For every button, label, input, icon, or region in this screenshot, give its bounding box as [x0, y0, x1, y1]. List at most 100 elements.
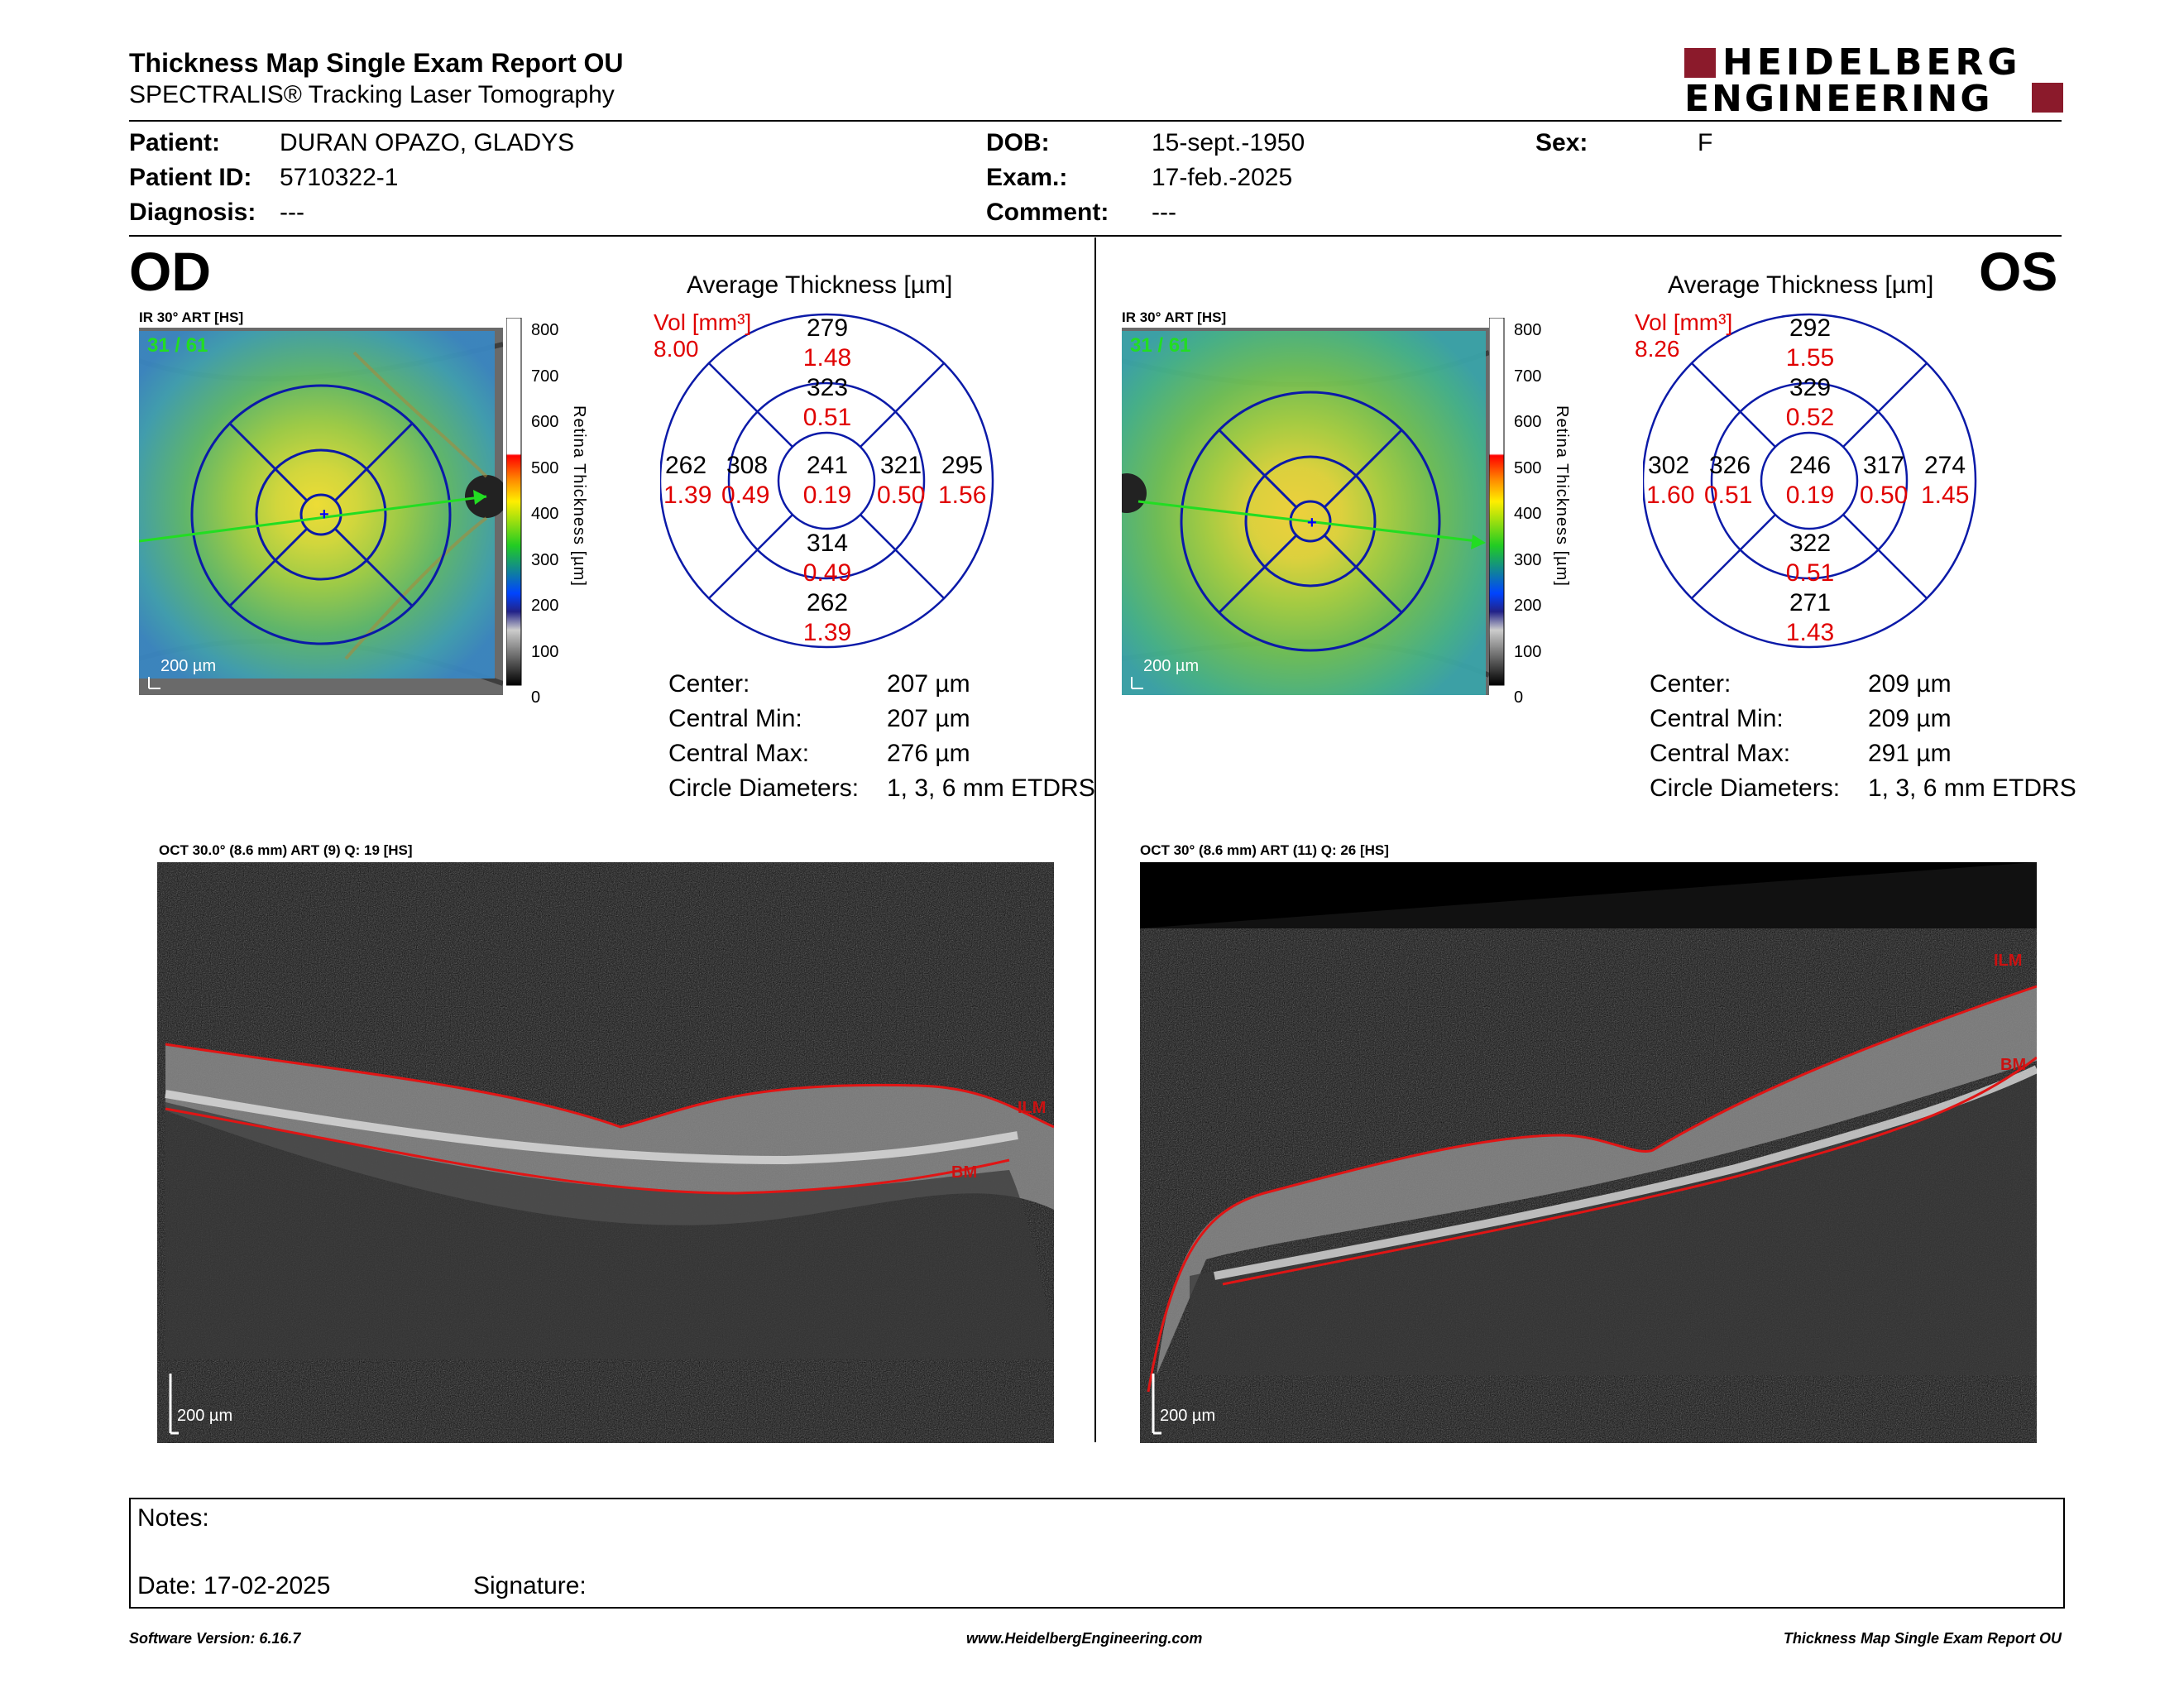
sex-label: Sex:: [1535, 129, 1588, 156]
footer-website[interactable]: www.HeidelbergEngineering.com: [966, 1630, 1203, 1647]
patient-id-label: Patient ID:: [129, 164, 252, 191]
od-outer-tmp-thk: 295: [941, 452, 984, 479]
od-outer-inf-vol: 1.39: [802, 619, 852, 646]
info-divider: [129, 235, 2062, 237]
od-bm-label: BM: [951, 1163, 978, 1182]
report-subtitle: SPECTRALIS® Tracking Laser Tomography: [129, 81, 615, 108]
eye-label-od: OD: [129, 241, 211, 302]
od-vol-total: 8.00: [654, 336, 699, 362]
dob-value: 15-sept.-1950: [1152, 129, 1305, 156]
os-fundus-map: +: [1122, 328, 1489, 695]
od-inner-inf-vol: 0.49: [802, 559, 852, 587]
sex-value: F: [1698, 129, 1713, 156]
os-vol-total: 8.26: [1635, 336, 1680, 362]
notes-label: Notes:: [137, 1504, 209, 1532]
od-inner-sup-vol: 0.51: [802, 404, 852, 431]
od-center-vol: 0.19: [802, 482, 852, 509]
od-outer-sup-thk: 279: [806, 314, 849, 342]
os-colorbar-title: Retina Thickness [µm]: [1553, 405, 1571, 587]
os-center-vol: 0.19: [1785, 482, 1835, 509]
od-oct-label: OCT 30.0° (8.6 mm) ART (9) Q: 19 [HS]: [159, 842, 413, 858]
diagnosis-value: ---: [280, 199, 304, 226]
od-colorbar-title: Retina Thickness [µm]: [570, 405, 588, 587]
os-etdrs-grid: [1643, 313, 1977, 649]
od-inner-tmp-vol: 0.50: [877, 482, 926, 509]
os-colorbar: [1489, 318, 1505, 686]
center-divider: [1094, 237, 1096, 1442]
os-diam-value: 1, 3, 6 mm ETDRS: [1868, 774, 2076, 802]
footer-report: Thickness Map Single Exam Report OU: [1783, 1630, 2062, 1647]
os-outer-nas-vol: 1.60: [1646, 482, 1695, 509]
date-label: Date: 17-02-2025: [137, 1572, 331, 1599]
footer-software: Software Version: 6.16.7: [129, 1630, 301, 1647]
os-outer-nas-thk: 302: [1648, 452, 1690, 479]
report-title: Thickness Map Single Exam Report OU: [129, 48, 624, 78]
os-vol-label: Vol [mm³]: [1635, 309, 1733, 335]
os-inner-nas-thk: 326: [1709, 452, 1751, 479]
od-colorbar: [506, 318, 522, 686]
od-vol-label: Vol [mm³]: [654, 309, 752, 335]
patient-label: Patient:: [129, 129, 221, 156]
od-outer-tmp-vol: 1.56: [938, 482, 987, 509]
od-diam-label: Circle Diameters:: [668, 774, 860, 802]
od-colorbar-ticks: 800 700 600 500 400 300 200 100 0: [531, 321, 559, 707]
signature-label: Signature:: [473, 1572, 587, 1599]
od-cmax-value: 276 µm: [887, 740, 970, 767]
os-ilm-label: ILM: [1994, 952, 2023, 970]
od-outer-nas-thk: 262: [665, 452, 707, 479]
os-inner-nas-vol: 0.51: [1704, 482, 1753, 509]
os-cmax-label: Central Max:: [1650, 740, 1791, 767]
od-inner-sup-thk: 323: [806, 374, 849, 401]
os-oct-scale: 200 µm: [1160, 1407, 1216, 1425]
od-inner-inf-thk: 314: [806, 530, 849, 557]
comment-value: ---: [1152, 199, 1176, 226]
od-outer-inf-thk: 262: [806, 589, 849, 616]
os-ir-counter: 31 / 61: [1130, 334, 1191, 357]
od-inner-nas-vol: 0.49: [721, 482, 770, 509]
exam-label: Exam.:: [986, 164, 1068, 191]
os-inner-inf-vol: 0.51: [1785, 559, 1835, 587]
od-inner-nas-thk: 308: [726, 452, 769, 479]
os-inner-sup-thk: 329: [1789, 374, 1832, 401]
od-ir-counter: 31 / 61: [147, 334, 208, 357]
od-center-value: 207 µm: [887, 670, 970, 698]
heidelberg-logo: HEIDELBERG ENGINEERING: [1684, 41, 2065, 120]
od-inner-tmp-thk: 321: [880, 452, 922, 479]
od-cmin-value: 207 µm: [887, 705, 970, 732]
os-ir-label: IR 30° ART [HS]: [1122, 309, 1227, 325]
os-colorbar-ticks: 800 700 600 500 400 300 200 100 0: [1514, 321, 1542, 707]
dob-label: DOB:: [986, 129, 1050, 156]
od-oct-bscan: [157, 862, 1054, 1443]
os-cmin-label: Central Min:: [1650, 705, 1784, 732]
od-chart-title: Average Thickness [µm]: [687, 271, 953, 299]
logo-line1: HEIDELBERG: [1722, 41, 2022, 84]
os-center-value: 209 µm: [1868, 670, 1952, 698]
os-inner-tmp-thk: 317: [1863, 452, 1905, 479]
notes-box[interactable]: Notes: Date: 17-02-2025 Signature:: [129, 1498, 2065, 1609]
od-fovea-mark: +: [319, 506, 329, 524]
os-center-label: Center:: [1650, 670, 1731, 698]
os-center-thk: 246: [1789, 452, 1832, 479]
os-outer-tmp-thk: 274: [1924, 452, 1966, 479]
os-chart-title: Average Thickness [µm]: [1668, 271, 1934, 299]
comment-label: Comment:: [986, 199, 1109, 226]
od-ir-scale: 200 µm: [160, 657, 217, 675]
os-inner-tmp-vol: 0.50: [1860, 482, 1909, 509]
os-outer-inf-thk: 271: [1789, 589, 1832, 616]
os-cmax-value: 291 µm: [1868, 740, 1952, 767]
patient-name: DURAN OPAZO, GLADYS: [280, 129, 575, 156]
od-diam-value: 1, 3, 6 mm ETDRS: [887, 774, 1095, 802]
od-oct-scale: 200 µm: [177, 1407, 233, 1425]
os-diam-label: Circle Diameters:: [1650, 774, 1841, 802]
os-inner-inf-thk: 322: [1789, 530, 1832, 557]
od-center-thk: 241: [806, 452, 849, 479]
os-ir-scale: 200 µm: [1143, 657, 1200, 675]
exam-value: 17-feb.-2025: [1152, 164, 1293, 191]
os-fovea-mark: +: [1307, 514, 1317, 532]
os-oct-label: OCT 30° (8.6 mm) ART (11) Q: 26 [HS]: [1140, 842, 1389, 858]
os-cmin-value: 209 µm: [1868, 705, 1952, 732]
header-divider: [129, 120, 2062, 122]
os-outer-sup-thk: 292: [1789, 314, 1832, 342]
od-cmax-label: Central Max:: [668, 740, 810, 767]
od-fundus-map: +: [139, 328, 503, 695]
